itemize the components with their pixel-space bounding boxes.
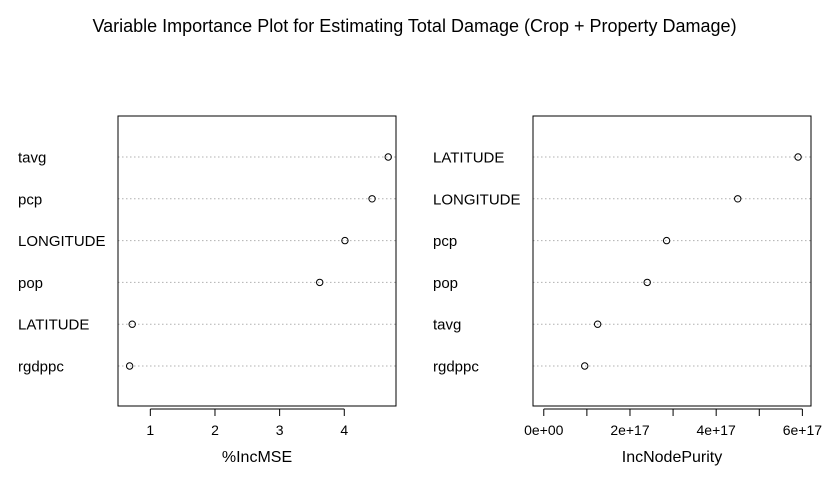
x-tick-label: 2e+17 (610, 422, 650, 438)
x-tick-label: 3 (276, 422, 284, 438)
x-tick-label: 4e+17 (697, 422, 737, 438)
data-point (734, 195, 742, 203)
category-label: rgdppc (18, 359, 64, 376)
data-point (128, 320, 136, 328)
page-title: Variable Importance Plot for Estimating … (92, 16, 737, 36)
category-label: LONGITUDE (18, 233, 106, 250)
x-axis-title: %IncMSE (222, 449, 292, 466)
data-point (593, 320, 602, 328)
data-point (368, 195, 376, 203)
data-point (794, 153, 802, 161)
category-label: LATITUDE (433, 150, 504, 167)
category-label: tavg (433, 317, 461, 334)
category-label: pcp (433, 233, 457, 250)
plot-frame (532, 115, 812, 407)
x-tick-label: 1 (146, 422, 154, 438)
category-label: pop (433, 275, 458, 292)
x-tick-label: 2 (211, 422, 219, 438)
x-tick-label: 4 (340, 422, 348, 438)
data-point (581, 362, 589, 370)
category-label: LONGITUDE (433, 191, 521, 208)
x-axis-title: IncNodePurity (622, 449, 723, 466)
category-label: rgdppc (433, 359, 479, 376)
plot-frame (117, 115, 397, 407)
data-point (662, 236, 671, 245)
panel-incnodepurity: LATITUDE LONGITUDE pcp pop tavg rgdppc 0e+00 2e… (433, 115, 823, 466)
data-point (125, 362, 134, 370)
data-point (643, 278, 651, 287)
data-point (341, 236, 349, 245)
category-label: LATITUDE (18, 317, 89, 334)
category-label: pcp (18, 191, 42, 208)
x-tick-label: 6e+17 (783, 422, 823, 438)
data-point (316, 278, 324, 287)
panel-incmse: tavg pcp LONGITUDE pop LATITUDE rgdppc 1 2 3 4 %In… (18, 115, 397, 466)
category-label: tavg (18, 150, 46, 167)
x-tick-label: 0e+00 (524, 422, 564, 438)
data-point (384, 153, 392, 161)
category-label: pop (18, 275, 43, 292)
